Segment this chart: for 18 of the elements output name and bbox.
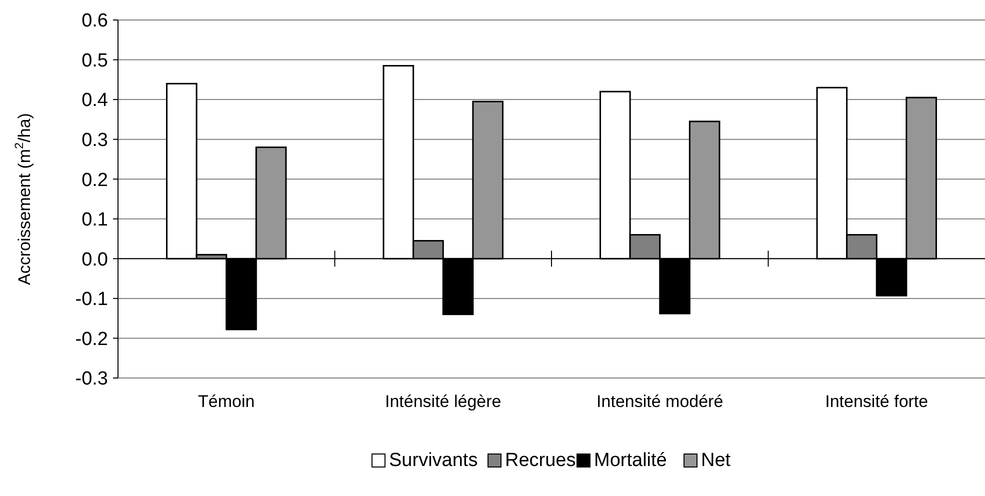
- y-tick-label: 0.2: [82, 170, 108, 191]
- x-tick-label: Intensité modéré: [596, 392, 724, 411]
- x-tick-label: Témoin: [198, 392, 255, 411]
- legend-label: Survivants: [389, 450, 478, 471]
- legend-label: Mortalité: [594, 450, 667, 471]
- legend-label: Recrues: [505, 450, 576, 471]
- x-tick-label: Intensité forte: [825, 392, 928, 411]
- y-tick-label: 0.5: [82, 50, 108, 72]
- y-tick-label: 0.0: [82, 249, 108, 270]
- y-tick-label: -0.3: [75, 368, 108, 390]
- legend-label: Net: [701, 450, 732, 471]
- y-tick-label: -0.2: [75, 328, 108, 350]
- y-tick-label: 0.3: [82, 130, 108, 151]
- y-tick-label: -0.1: [75, 289, 108, 310]
- y-tick-label: 0.4: [82, 90, 108, 112]
- y-tick-label: 0.1: [82, 210, 108, 231]
- x-tick-label: Inténsité légère: [385, 392, 502, 411]
- y-tick-label: 0.6: [82, 10, 108, 32]
